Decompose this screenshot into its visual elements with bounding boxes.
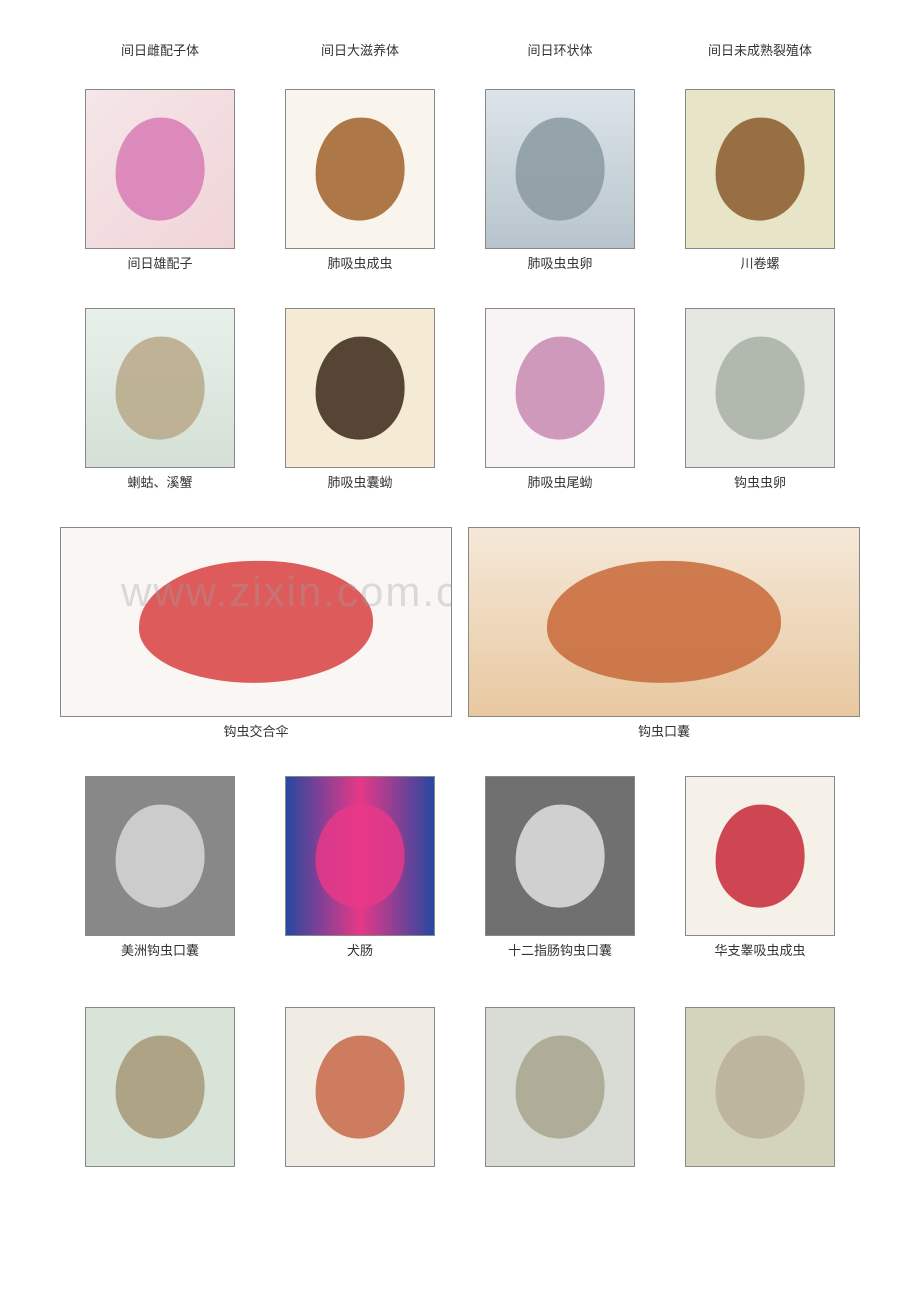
specimen-image bbox=[85, 308, 235, 468]
specimen-caption: 肺吸虫尾蚴 bbox=[527, 472, 592, 491]
specimen-cell bbox=[660, 1007, 860, 1167]
specimen-cell: 美洲钩虫口囊 bbox=[60, 776, 260, 987]
specimen-image bbox=[285, 1007, 435, 1167]
specimen-image bbox=[285, 308, 435, 468]
image-row bbox=[60, 1007, 860, 1167]
specimen-caption: 钩虫口囊 bbox=[638, 721, 690, 740]
specimen-caption: 钩虫交合伞 bbox=[223, 721, 288, 740]
image-placeholder bbox=[469, 528, 859, 716]
image-placeholder bbox=[286, 90, 434, 248]
specimen-cell: 华支睾吸虫成虫 bbox=[660, 776, 860, 987]
specimen-cell: 钩虫虫卵 bbox=[660, 308, 860, 519]
specimen-caption: 肺吸虫囊蚴 bbox=[327, 472, 392, 491]
specimen-caption: 间日雄配子 bbox=[127, 253, 192, 272]
specimen-image bbox=[685, 308, 835, 468]
specimen-image bbox=[468, 527, 860, 717]
specimen-cell: 犬肠 bbox=[260, 776, 460, 987]
specimen-cell: 川卷螺 bbox=[660, 89, 860, 300]
specimen-image bbox=[685, 1007, 835, 1167]
image-placeholder bbox=[86, 309, 234, 467]
image-row: 美洲钩虫口囊 犬肠 十二指肠钩虫口囊 华支睾吸虫成虫 bbox=[60, 776, 860, 987]
header-label: 间日未成熟裂殖体 bbox=[660, 40, 860, 59]
header-label: 间日雌配子体 bbox=[60, 40, 260, 59]
header-label: 间日环状体 bbox=[460, 40, 660, 59]
image-row: 蝲蛄、溪蟹 肺吸虫囊蚴 肺吸虫尾蚴 钩虫虫卵 bbox=[60, 308, 860, 519]
image-placeholder bbox=[286, 1008, 434, 1166]
specimen-image bbox=[485, 776, 635, 936]
specimen-caption: 钩虫虫卵 bbox=[734, 472, 786, 491]
specimen-cell bbox=[260, 1007, 460, 1167]
specimen-image bbox=[85, 1007, 235, 1167]
specimen-cell: 间日雄配子 bbox=[60, 89, 260, 300]
image-placeholder bbox=[86, 1008, 234, 1166]
image-placeholder bbox=[686, 777, 834, 935]
specimen-image bbox=[685, 776, 835, 936]
specimen-caption: 川卷螺 bbox=[740, 253, 779, 272]
image-placeholder bbox=[286, 309, 434, 467]
specimen-cell: 十二指肠钩虫口囊 bbox=[460, 776, 660, 987]
specimen-caption: 美洲钩虫口囊 bbox=[121, 940, 199, 959]
image-placeholder bbox=[486, 90, 634, 248]
specimen-image bbox=[85, 776, 235, 936]
specimen-image bbox=[285, 776, 435, 936]
specimen-cell: 肺吸虫囊蚴 bbox=[260, 308, 460, 519]
image-placeholder bbox=[61, 528, 451, 716]
specimen-cell-wide: 钩虫口囊 bbox=[468, 527, 860, 768]
specimen-caption: 肺吸虫虫卵 bbox=[527, 253, 592, 272]
specimen-cell: 肺吸虫虫卵 bbox=[460, 89, 660, 300]
specimen-cell: 蝲蛄、溪蟹 bbox=[60, 308, 260, 519]
specimen-cell: 肺吸虫尾蚴 bbox=[460, 308, 660, 519]
specimen-caption: 十二指肠钩虫口囊 bbox=[508, 940, 612, 959]
specimen-image: www.zixin.com.cn bbox=[60, 527, 452, 717]
specimen-image bbox=[685, 89, 835, 249]
specimen-image bbox=[285, 89, 435, 249]
image-placeholder bbox=[486, 1008, 634, 1166]
specimen-caption: 华支睾吸虫成虫 bbox=[714, 940, 805, 959]
header-label: 间日大滋养体 bbox=[260, 40, 460, 59]
wide-image-row: www.zixin.com.cn 钩虫交合伞 钩虫口囊 bbox=[60, 527, 860, 768]
specimen-cell-wide: www.zixin.com.cn 钩虫交合伞 bbox=[60, 527, 452, 768]
image-placeholder bbox=[486, 777, 634, 935]
specimen-image bbox=[485, 89, 635, 249]
specimen-caption: 犬肠 bbox=[347, 940, 373, 959]
image-placeholder bbox=[486, 309, 634, 467]
image-placeholder bbox=[686, 309, 834, 467]
specimen-image bbox=[85, 89, 235, 249]
specimen-image bbox=[485, 308, 635, 468]
image-placeholder bbox=[286, 777, 434, 935]
specimen-caption: 肺吸虫成虫 bbox=[327, 253, 392, 272]
specimen-caption: 蝲蛄、溪蟹 bbox=[127, 472, 192, 491]
header-row: 间日雌配子体 间日大滋养体 间日环状体 间日未成熟裂殖体 bbox=[60, 40, 860, 59]
specimen-cell: 肺吸虫成虫 bbox=[260, 89, 460, 300]
image-placeholder bbox=[686, 90, 834, 248]
specimen-cell bbox=[460, 1007, 660, 1167]
image-placeholder bbox=[86, 90, 234, 248]
specimen-cell bbox=[60, 1007, 260, 1167]
image-placeholder bbox=[686, 1008, 834, 1166]
image-placeholder bbox=[86, 777, 234, 935]
specimen-image bbox=[485, 1007, 635, 1167]
image-row: 间日雄配子 肺吸虫成虫 肺吸虫虫卵 川卷螺 bbox=[60, 89, 860, 300]
